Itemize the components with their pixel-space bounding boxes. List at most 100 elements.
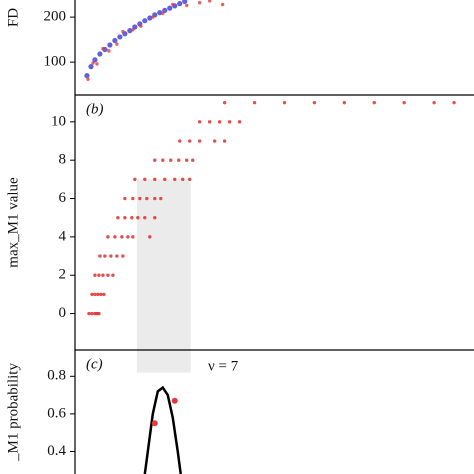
point [115,254,119,258]
point [432,100,436,105]
point [147,15,153,21]
point [153,216,157,220]
point [452,100,456,105]
point [101,273,105,277]
y-tick-label: 2 [59,267,67,283]
point [121,29,125,34]
point [188,177,192,182]
point [93,292,97,297]
point [207,120,212,124]
point [153,177,157,182]
point [84,73,90,79]
point [197,139,202,143]
point [153,196,157,201]
point [106,273,110,277]
point [93,273,97,277]
point [123,216,127,220]
point [148,235,152,239]
point [98,254,102,258]
point [143,216,147,220]
point [182,0,188,4]
y-axis-label: max_M1 value [5,177,21,268]
panel-tag: (b) [86,101,104,117]
point [133,177,137,182]
point [312,100,317,105]
y-tick-label: 0.8 [47,368,66,384]
point [115,42,119,46]
y-tick-label: 4 [59,228,67,244]
point [87,311,91,316]
point [178,139,182,143]
point [97,273,101,277]
point [222,100,227,105]
point [185,3,189,8]
point [181,177,185,182]
point [161,11,165,16]
point [90,292,94,297]
point [197,120,202,124]
point [138,196,142,201]
point [167,5,173,11]
point [130,216,134,220]
annotation: ν = 7 [208,358,239,374]
point [106,235,110,239]
point [95,62,99,66]
point [151,420,158,427]
fit-curve [143,385,182,474]
point [109,254,113,258]
point [123,196,127,201]
point [197,1,202,5]
point [163,177,167,182]
y-axis-label: _M1 probability [5,363,21,462]
point [171,2,175,7]
point [188,139,192,143]
point [86,77,90,81]
point [90,311,94,316]
point [372,100,376,105]
y-tick-label: 0.6 [47,405,66,421]
point [136,216,140,220]
point [207,0,212,3]
point [101,46,105,51]
point [161,158,165,162]
point [227,120,232,124]
point [131,235,135,239]
point [169,158,173,162]
point [177,158,181,162]
y-tick-label: 10 [51,113,66,129]
point [88,64,94,70]
y-tick-label: 6 [59,190,67,206]
point [139,24,143,28]
point [191,158,195,162]
point [142,18,148,24]
highlight-band [136,179,191,350]
point [107,42,113,48]
point [185,158,189,162]
point [103,254,107,258]
y-tick-label: 8 [59,152,67,168]
point [120,235,124,239]
point [117,34,123,40]
point [127,28,133,34]
point [107,49,111,53]
point [252,100,257,105]
point [99,292,103,297]
point [113,235,117,239]
point [131,28,135,32]
point [145,196,149,201]
point [220,2,225,7]
point [92,57,98,63]
point [177,1,183,7]
y-axis-label: FD [5,8,21,27]
highlight-band [136,350,191,373]
point [222,139,227,143]
point [159,196,163,201]
point [112,37,118,44]
y-tick-label: 0 [59,305,67,321]
point [96,292,100,297]
panel-tag: (c) [86,356,103,372]
point [212,139,217,143]
point [217,120,222,124]
point [342,100,347,105]
